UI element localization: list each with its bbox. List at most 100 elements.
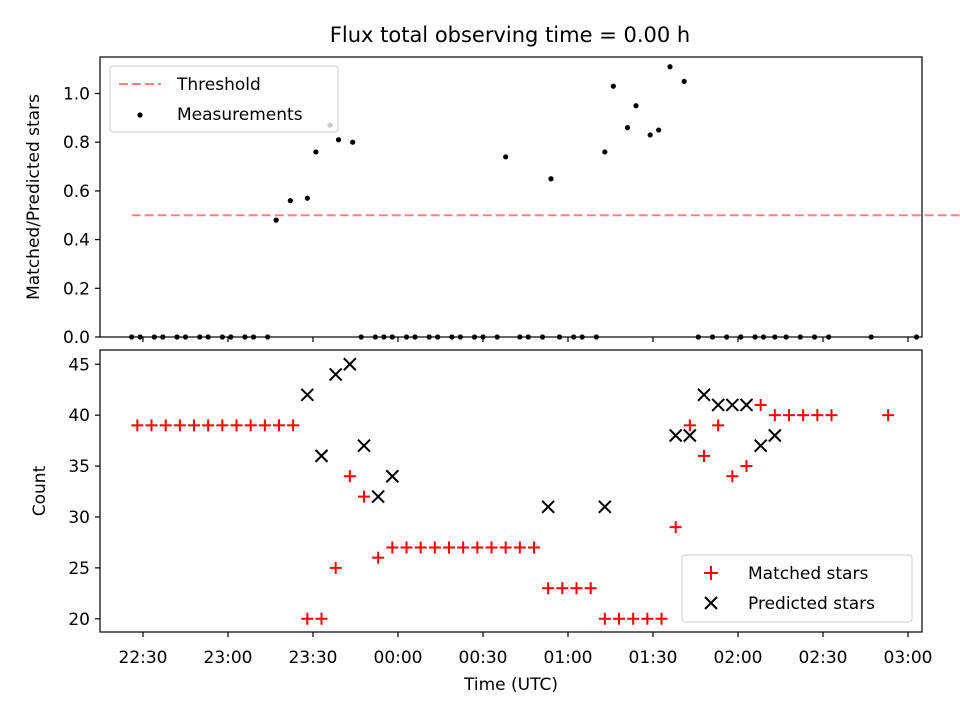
matched-star-marker [457, 541, 470, 554]
matched-star-marker [258, 419, 271, 432]
predicted-star-marker [683, 428, 697, 443]
matched-star-marker [343, 470, 356, 483]
matched-star-marker [598, 612, 611, 625]
bottom-y-tick-label: 30 [68, 508, 90, 528]
matched-star-marker [145, 419, 158, 432]
predicted-star-marker [385, 469, 400, 483]
matched-star-marker [188, 419, 200, 432]
predicted-star-marker [314, 449, 329, 463]
matched-star-marker [202, 419, 215, 432]
matched-star-marker [655, 612, 668, 625]
measurement-point [335, 137, 342, 143]
matched-star-marker [740, 460, 753, 473]
legend-predicted-swatch [704, 596, 718, 610]
legend-matched-swatch [704, 566, 718, 580]
matched-star-marker [315, 612, 328, 625]
matched-star-marker [641, 612, 654, 625]
measurement-point [681, 78, 687, 84]
top-y-tick-label: 0.0 [63, 328, 90, 348]
predicted-star-marker [357, 438, 371, 453]
measurement-point [273, 217, 279, 223]
matched-star-marker [783, 409, 795, 422]
matched-star-marker [797, 409, 810, 422]
bottom-y-tick-label: 40 [68, 406, 90, 426]
matched-star-marker [528, 541, 540, 554]
measurement-point [304, 195, 310, 201]
matched-star-marker [273, 419, 285, 432]
legend-measurements-swatch [137, 112, 143, 118]
matched-star-marker [584, 582, 597, 595]
measurement-point [503, 154, 509, 160]
x-tick-label: 02:00 [714, 648, 763, 668]
matched-star-marker [768, 409, 781, 422]
matched-star-marker [230, 419, 243, 432]
measurement-point [548, 176, 554, 182]
bottom-x-ticks: 22:30 23:00 23:30 00:00 00:30 01:00 01:30 02:00… [119, 632, 933, 668]
bottom-panel: 20 25 30 35 40 45 22:30 23:00 23:30 00:00 00:30 01… [30, 349, 933, 695]
matched-star-marker [329, 561, 342, 574]
predicted-star-marker [711, 398, 725, 412]
predicted-stars-points [300, 357, 782, 514]
x-tick-label: 01:00 [544, 648, 593, 668]
x-tick-label: 22:30 [119, 648, 168, 668]
top-chart-title: Flux total observing time = 0.00 h [330, 23, 690, 47]
legend-matched-label: Matched stars [748, 564, 868, 584]
x-tick-label: 23:30 [289, 648, 338, 668]
top-y-tick-label: 0.2 [63, 279, 90, 299]
bottom-y-tick-label: 25 [68, 559, 90, 579]
top-y-tick-label: 1.0 [63, 85, 90, 105]
measurement-point [647, 132, 653, 138]
predicted-star-marker [598, 500, 612, 514]
matched-star-marker [712, 419, 725, 432]
x-tick-label: 00:30 [459, 648, 508, 668]
bottom-y-tick-label: 45 [68, 355, 90, 375]
matched-star-marker [726, 470, 739, 483]
predicted-star-marker [371, 489, 385, 504]
matched-star-marker [287, 419, 300, 432]
matched-star-marker [627, 612, 640, 625]
top-legend: Threshold Measurements [109, 65, 339, 133]
matched-star-marker [173, 419, 186, 432]
matched-star-marker [825, 409, 838, 422]
predicted-star-marker [343, 357, 357, 371]
x-tick-label: 02:30 [799, 648, 848, 668]
x-tick-label: 23:00 [204, 648, 253, 668]
predicted-star-marker [768, 428, 782, 443]
matched-star-marker [683, 419, 696, 432]
x-tick-label: 03:00 [884, 648, 933, 668]
bottom-plot-frame [99, 349, 923, 633]
matched-star-marker [613, 612, 625, 625]
bottom-y-tick-label: 35 [68, 457, 90, 477]
matched-star-marker [372, 551, 385, 564]
matched-star-marker [698, 449, 710, 462]
measurement-point [350, 139, 356, 145]
predicted-star-marker [668, 428, 683, 443]
matched-star-marker [131, 419, 144, 432]
matched-star-marker [485, 541, 498, 554]
matched-star-marker [244, 419, 257, 432]
top-y-ticks: 0.0 0.2 0.4 0.6 0.8 1.0 [63, 85, 100, 348]
matched-star-marker [754, 398, 767, 411]
top-panel: 0.0 0.2 0.4 0.6 0.8 1.0 Matched/Predicted sta… [24, 56, 960, 348]
top-plot-frame [99, 56, 923, 338]
matched-stars-points [131, 398, 895, 625]
matched-star-marker [471, 541, 484, 554]
bottom-y-axis-label: Count [30, 465, 50, 516]
measurement-point [287, 198, 293, 204]
x-tick-label: 01:30 [629, 648, 678, 668]
matched-star-marker [570, 582, 583, 595]
predicted-star-marker [541, 500, 555, 514]
matched-star-marker [513, 541, 526, 554]
predicted-star-marker [697, 388, 711, 402]
measurement-point [602, 149, 608, 155]
measurement-point [667, 64, 673, 70]
bottom-legend: Matched stars Predicted stars [681, 554, 913, 623]
matched-star-marker [400, 541, 413, 554]
matched-star-marker [556, 582, 569, 595]
predicted-star-marker [328, 367, 343, 382]
predicted-star-marker [753, 438, 768, 453]
matched-star-marker [301, 612, 314, 625]
matched-star-marker [414, 541, 427, 554]
legend-threshold-label: Threshold [176, 75, 261, 95]
matched-star-marker [159, 419, 172, 432]
